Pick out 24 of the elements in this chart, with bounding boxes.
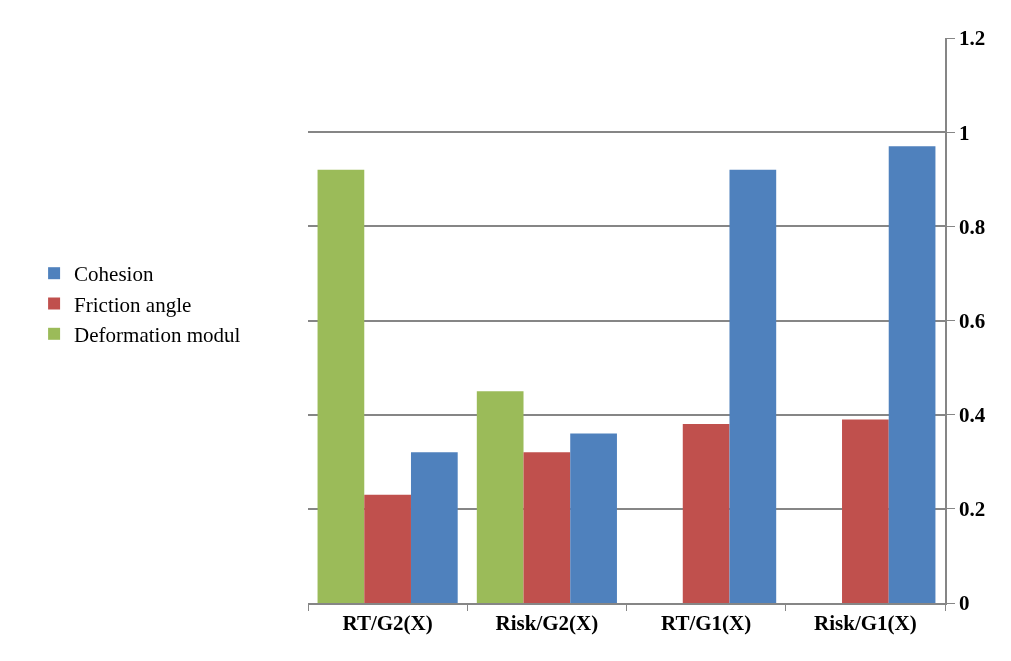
bar: [888, 146, 936, 603]
x-tick-label: Risk/G2(X): [495, 610, 599, 635]
legend-label: Friction angle: [74, 292, 192, 317]
y-tick-label: 0: [958, 591, 970, 616]
bar: [570, 433, 617, 603]
legend-label: Deformation modul: [74, 322, 241, 347]
bar: [729, 169, 777, 603]
bar: [523, 452, 571, 603]
x-tick-label: Risk/G1(X): [814, 610, 917, 635]
x-tick-label: RT/G1(X): [661, 610, 752, 635]
bar: [682, 424, 730, 603]
y-tick-label: 1: [958, 120, 970, 145]
bar: [476, 391, 524, 603]
bar: [317, 169, 365, 603]
bar: [410, 452, 458, 603]
y-tick-label: 0.2: [958, 497, 986, 522]
legend-label: Cohesion: [74, 262, 154, 287]
bar: [842, 419, 889, 603]
y-tick-label: 0.6: [958, 308, 986, 333]
y-tick-label: 0.4: [958, 403, 986, 428]
y-tick-label: 1.2: [958, 26, 986, 51]
bar: [364, 494, 411, 603]
x-tick-label: RT/G2(X): [342, 610, 433, 635]
y-tick-label: 0.8: [958, 214, 986, 239]
